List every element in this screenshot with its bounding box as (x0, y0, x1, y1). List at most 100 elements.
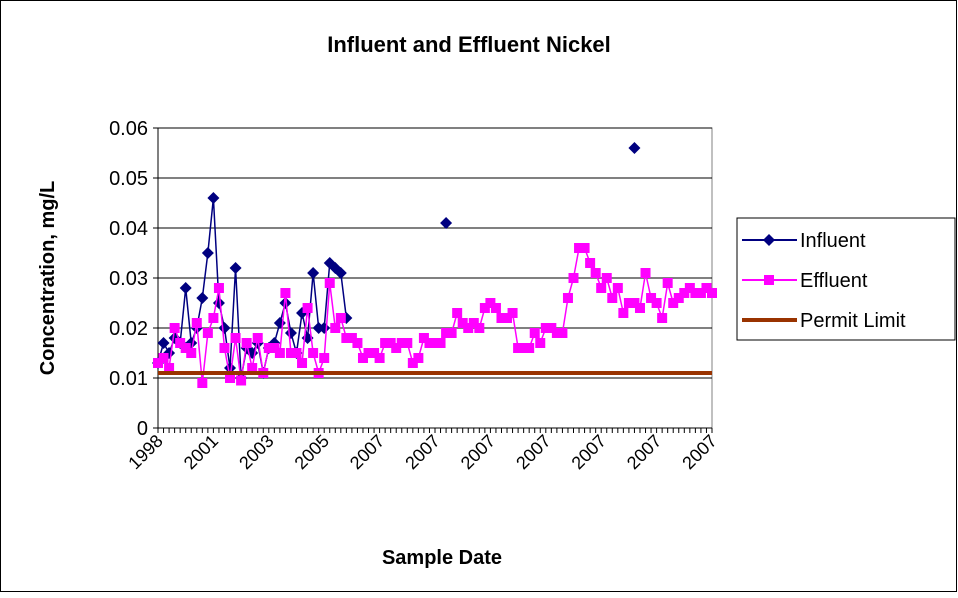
data-point (263, 343, 274, 353)
data-point (335, 313, 346, 323)
data-point (507, 308, 518, 318)
data-point (196, 292, 209, 304)
data-point (285, 348, 296, 358)
data-point (695, 288, 706, 298)
data-point (657, 313, 668, 323)
legend-label: Influent (800, 230, 866, 252)
data-point (452, 308, 463, 318)
data-point (601, 273, 612, 283)
y-tick-label: 0 (137, 418, 148, 440)
data-point (186, 348, 197, 358)
data-point (319, 353, 330, 363)
data-point (634, 303, 645, 313)
data-point (424, 338, 435, 348)
data-point (207, 192, 220, 204)
data-point (218, 322, 231, 334)
data-point (158, 353, 169, 363)
data-point (202, 328, 213, 338)
data-point (612, 283, 623, 293)
data-point (191, 318, 202, 328)
data-point (402, 338, 413, 348)
data-point (574, 243, 585, 253)
data-point (208, 313, 219, 323)
data-point (330, 323, 341, 333)
data-point (457, 318, 468, 328)
data-point (334, 267, 347, 279)
data-point (529, 328, 540, 338)
data-point (446, 328, 457, 338)
legend-marker (763, 234, 775, 246)
legend-label: Effluent (800, 270, 868, 292)
data-point (673, 293, 684, 303)
data-point (307, 267, 320, 279)
data-point (474, 323, 485, 333)
legend-label: Permit Limit (800, 310, 906, 332)
data-point (374, 353, 385, 363)
data-point (707, 288, 717, 298)
data-point (302, 303, 313, 313)
data-point (391, 343, 402, 353)
data-point (169, 323, 180, 333)
data-point (479, 303, 490, 313)
data-point (524, 343, 535, 353)
data-point (468, 318, 479, 328)
data-point (562, 293, 573, 303)
data-point (668, 298, 679, 308)
legend-marker (764, 275, 774, 285)
data-point (241, 338, 252, 348)
data-point (247, 363, 258, 373)
data-point (153, 358, 163, 368)
data-point (297, 358, 308, 368)
data-point (385, 338, 396, 348)
data-point (684, 283, 695, 293)
data-point (201, 247, 214, 259)
data-point (380, 338, 391, 348)
data-point (357, 353, 368, 363)
data-point (279, 297, 292, 309)
y-tick-label: 0.06 (109, 118, 148, 140)
data-point (596, 283, 607, 293)
data-point (551, 328, 562, 338)
y-tick-label: 0.04 (109, 218, 148, 240)
data-point (413, 353, 424, 363)
data-point (341, 333, 352, 343)
data-point (269, 343, 280, 353)
data-point (546, 323, 557, 333)
data-point (229, 262, 242, 274)
data-point (274, 348, 285, 358)
data-point (518, 343, 529, 353)
y-axis-title: Concentration, mg/L (37, 181, 59, 375)
data-point (690, 288, 701, 298)
data-point (568, 273, 579, 283)
data-point (585, 258, 596, 268)
data-point (435, 338, 446, 348)
data-point (252, 333, 263, 343)
data-point (485, 298, 496, 308)
data-point (352, 338, 363, 348)
data-point (607, 293, 618, 303)
data-point (496, 313, 507, 323)
y-tick-label: 0.03 (109, 268, 148, 290)
data-point (701, 283, 712, 293)
data-point (291, 348, 302, 358)
data-point (618, 308, 629, 318)
data-point (628, 142, 641, 154)
data-point (175, 338, 186, 348)
chart-title: Influent and Effluent Nickel (327, 32, 611, 57)
data-point (557, 328, 568, 338)
data-point (418, 333, 429, 343)
y-tick-label: 0.05 (109, 168, 148, 190)
data-point (579, 243, 590, 253)
data-point (179, 282, 192, 294)
data-point (646, 293, 657, 303)
data-point (651, 298, 662, 308)
data-point (180, 343, 191, 353)
data-point (490, 303, 501, 313)
data-point (363, 348, 374, 358)
data-point (441, 328, 452, 338)
data-point (662, 278, 673, 288)
data-point (679, 288, 690, 298)
data-point (540, 323, 551, 333)
data-point (225, 373, 236, 383)
